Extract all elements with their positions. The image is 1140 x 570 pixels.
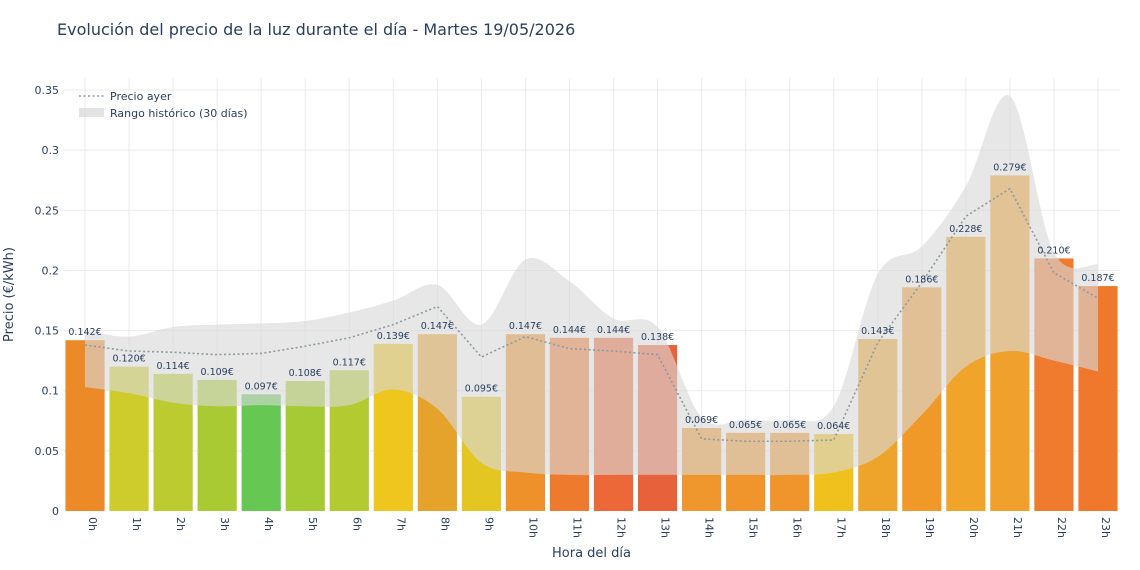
x-tick-label: 9h (482, 517, 495, 531)
data-label-9h: 0.095€ (465, 384, 498, 395)
data-label-19h: 0.186€ (905, 274, 938, 285)
data-label-8h: 0.147€ (421, 321, 454, 332)
historical-range-band (85, 94, 1098, 476)
y-tick-label: 0 (52, 505, 59, 518)
legend-label-yesterday[interactable]: Precio ayer (110, 90, 172, 103)
x-tick-label: 6h (350, 517, 363, 531)
x-tick-label: 2h (174, 517, 187, 531)
y-tick-label: 0.35 (35, 84, 60, 97)
x-axis-title: Hora del día (552, 546, 631, 561)
x-tick-label: 13h (659, 517, 672, 538)
data-label-3h: 0.109€ (201, 367, 234, 378)
data-label-12h: 0.144€ (597, 325, 630, 336)
x-tick-label: 0h (86, 517, 99, 531)
legend-band-swatch (79, 108, 104, 117)
x-tick-label: 22h (1055, 517, 1068, 538)
x-tick-label: 8h (438, 517, 451, 531)
x-tick-label: 5h (306, 517, 319, 531)
x-tick-label: 1h (130, 517, 143, 531)
legend-label-range[interactable]: Rango histórico (30 días) (110, 107, 248, 120)
data-label-22h: 0.210€ (1037, 245, 1070, 256)
y-tick-label: 0.25 (35, 204, 60, 217)
data-label-18h: 0.143€ (861, 326, 894, 337)
data-label-21h: 0.279€ (993, 162, 1026, 173)
x-tick-label: 15h (747, 517, 760, 538)
data-label-0h: 0.142€ (68, 327, 101, 338)
yesterday-price-line (84, 187, 1099, 443)
x-tick-label: 14h (703, 517, 716, 538)
y-tick-label: 0.15 (35, 325, 60, 338)
x-tick-label: 11h (570, 517, 583, 538)
x-tick-label: 10h (526, 517, 539, 538)
data-label-2h: 0.114€ (156, 361, 189, 372)
y-tick-label: 0.1 (42, 385, 60, 398)
data-label-7h: 0.139€ (377, 331, 410, 342)
x-tick-label: 7h (394, 517, 407, 531)
y-axis-title: Precio (€/kWh) (2, 247, 17, 342)
x-tick-label: 12h (615, 517, 628, 538)
data-label-23h: 0.187€ (1081, 273, 1114, 284)
x-tick-label: 20h (967, 517, 980, 538)
x-tick-label: 4h (262, 517, 275, 531)
data-label-20h: 0.228€ (949, 224, 982, 235)
x-tick-label: 18h (879, 517, 892, 538)
data-label-4h: 0.097€ (245, 381, 278, 392)
x-tick-label: 19h (923, 517, 936, 538)
data-label-16h: 0.065€ (773, 420, 806, 431)
x-tick-label: 17h (835, 517, 848, 538)
data-label-15h: 0.065€ (729, 420, 762, 431)
chart-title: Evolución del precio de la luz durante e… (57, 20, 576, 39)
data-label-5h: 0.108€ (289, 368, 322, 379)
data-label-17h: 0.064€ (817, 421, 850, 432)
data-label-10h: 0.147€ (509, 321, 542, 332)
x-tick-label: 3h (218, 517, 231, 531)
data-label-6h: 0.117€ (333, 357, 366, 368)
x-tick-label: 23h (1099, 517, 1112, 538)
bar-4h[interactable] (241, 394, 281, 511)
data-label-1h: 0.120€ (112, 354, 145, 365)
y-tick-label: 0.2 (42, 264, 60, 277)
x-tick-label: 21h (1011, 517, 1024, 538)
x-tick-label: 16h (791, 517, 804, 538)
data-label-11h: 0.144€ (553, 325, 586, 336)
data-label-13h: 0.138€ (641, 332, 674, 343)
data-label-14h: 0.069€ (685, 415, 718, 426)
y-tick-label: 0.3 (42, 144, 60, 157)
y-tick-label: 0.05 (35, 445, 60, 458)
